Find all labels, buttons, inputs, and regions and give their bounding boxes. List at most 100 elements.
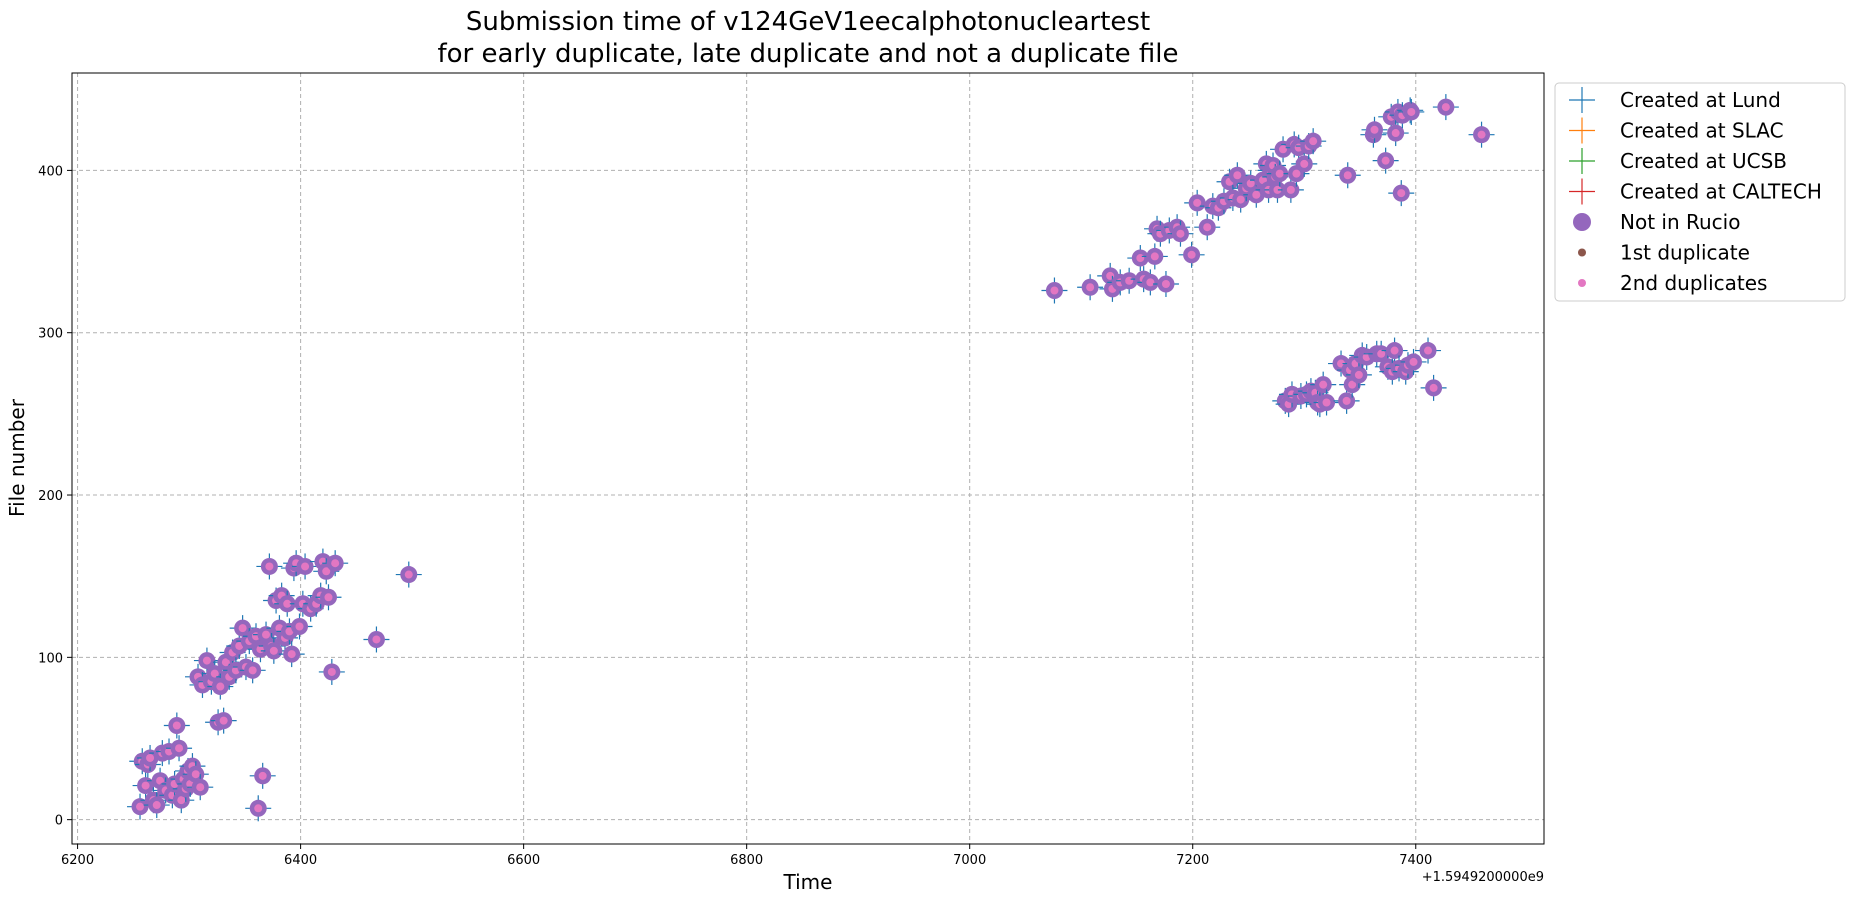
legend-box bbox=[1554, 82, 1846, 302]
data-point bbox=[1291, 150, 1318, 177]
second-duplicate-marker bbox=[1193, 198, 1202, 207]
legend-label: Created at Lund bbox=[1620, 88, 1781, 112]
data-point bbox=[395, 561, 422, 588]
second-duplicate-marker bbox=[265, 562, 274, 571]
chart-title-line-1: Submission time of v124GeV1eecalphotonuc… bbox=[466, 7, 1150, 37]
second-duplicate-marker bbox=[210, 669, 219, 678]
second-duplicate-marker bbox=[221, 658, 230, 667]
legend-label: Not in Rucio bbox=[1620, 210, 1740, 234]
data-points bbox=[127, 94, 1495, 822]
data-point bbox=[210, 707, 237, 734]
second-duplicate-marker bbox=[248, 666, 257, 675]
data-point bbox=[249, 762, 276, 789]
second-duplicate-marker bbox=[175, 744, 184, 753]
second-duplicate-marker bbox=[1279, 145, 1288, 154]
second-duplicate-marker bbox=[1348, 380, 1357, 389]
second-duplicate-marker bbox=[372, 635, 381, 644]
second-duplicate-marker bbox=[146, 753, 155, 762]
second-duplicate-marker bbox=[1125, 276, 1134, 285]
second-duplicate-marker bbox=[1477, 130, 1486, 139]
data-point bbox=[1372, 147, 1399, 174]
data-point bbox=[1400, 348, 1427, 375]
legend-small-dot-marker bbox=[1578, 248, 1586, 257]
second-duplicate-marker bbox=[1252, 190, 1261, 199]
second-duplicate-marker bbox=[1322, 398, 1331, 407]
data-point bbox=[143, 792, 170, 819]
legend-item: Not in Rucio bbox=[1573, 210, 1740, 234]
second-duplicate-marker bbox=[327, 667, 336, 676]
data-point bbox=[229, 615, 256, 642]
data-point bbox=[322, 550, 349, 577]
legend: Created at Lund Created at SLAC Created at… bbox=[1554, 82, 1846, 302]
x-tick-label: 7200 bbox=[1176, 853, 1209, 868]
x-tick-label: 6800 bbox=[730, 853, 763, 868]
data-point bbox=[127, 793, 154, 820]
second-duplicate-marker bbox=[258, 771, 267, 780]
data-point bbox=[1041, 277, 1068, 304]
y-tick-label: 0 bbox=[55, 814, 63, 829]
data-point bbox=[315, 584, 342, 611]
second-duplicate-marker bbox=[1050, 286, 1059, 295]
x-tick-label: 6600 bbox=[507, 853, 540, 868]
data-point bbox=[1345, 361, 1372, 388]
x-tick-label: 7000 bbox=[953, 853, 986, 868]
data-point bbox=[132, 772, 159, 799]
second-duplicate-marker bbox=[1203, 223, 1212, 232]
data-point bbox=[1468, 121, 1495, 148]
legend-item: Created at SLAC bbox=[1569, 117, 1784, 144]
legend-label: Created at CALTECH bbox=[1620, 180, 1822, 204]
data-point bbox=[1141, 243, 1168, 270]
second-duplicate-marker bbox=[1146, 278, 1155, 287]
second-duplicate-marker bbox=[1381, 156, 1390, 165]
legend-label: Created at SLAC bbox=[1620, 119, 1784, 143]
legend-item: 1st duplicate bbox=[1578, 241, 1750, 265]
x-axis-offset-label: +1.5949200000e9 bbox=[1422, 870, 1544, 885]
second-duplicate-marker bbox=[1273, 185, 1282, 194]
second-duplicate-marker bbox=[269, 646, 278, 655]
second-duplicate-marker bbox=[136, 802, 145, 811]
second-duplicate-marker bbox=[1161, 280, 1170, 289]
second-duplicate-marker bbox=[1370, 125, 1379, 134]
axis-ticks: 6200 6400 6600 6800 7000 7200 7400 0 100 200 300 40… bbox=[38, 164, 1432, 868]
data-point bbox=[1420, 374, 1447, 401]
second-duplicate-marker bbox=[283, 599, 292, 608]
legend-label: Created at UCSB bbox=[1620, 149, 1787, 173]
second-duplicate-marker bbox=[1086, 283, 1095, 292]
second-duplicate-marker bbox=[1441, 103, 1450, 112]
second-duplicate-marker bbox=[262, 630, 271, 639]
second-duplicate-marker bbox=[1354, 370, 1363, 379]
data-point bbox=[1313, 389, 1340, 416]
second-duplicate-marker bbox=[1136, 254, 1145, 263]
second-duplicate-marker bbox=[1246, 179, 1255, 188]
second-duplicate-marker bbox=[156, 776, 165, 785]
data-point bbox=[318, 658, 345, 685]
legend-item: 2nd duplicates bbox=[1578, 271, 1767, 295]
second-duplicate-marker bbox=[1391, 129, 1400, 138]
second-duplicate-marker bbox=[301, 562, 310, 571]
second-duplicate-marker bbox=[1176, 229, 1185, 238]
second-duplicate-marker bbox=[219, 716, 228, 725]
data-point bbox=[1382, 120, 1409, 147]
data-point bbox=[1361, 116, 1388, 143]
data-point bbox=[292, 553, 319, 580]
second-duplicate-marker bbox=[1236, 195, 1245, 204]
legend-item: Created at UCSB bbox=[1569, 148, 1787, 174]
second-duplicate-marker bbox=[235, 641, 244, 650]
data-point bbox=[1388, 180, 1415, 207]
second-duplicate-marker bbox=[172, 721, 181, 730]
x-tick-label: 6400 bbox=[284, 853, 317, 868]
data-point bbox=[1224, 162, 1251, 189]
data-point bbox=[193, 647, 220, 674]
second-duplicate-marker bbox=[1300, 159, 1309, 168]
second-duplicate-marker bbox=[196, 783, 205, 792]
second-duplicate-marker bbox=[191, 770, 200, 779]
data-point bbox=[1398, 98, 1425, 125]
legend-big-dot-marker bbox=[1573, 213, 1591, 231]
data-point bbox=[239, 657, 266, 684]
second-duplicate-marker bbox=[216, 682, 225, 691]
second-duplicate-marker bbox=[322, 567, 331, 576]
second-duplicate-marker bbox=[1258, 176, 1267, 185]
data-point bbox=[245, 795, 272, 822]
data-point bbox=[1368, 340, 1395, 367]
